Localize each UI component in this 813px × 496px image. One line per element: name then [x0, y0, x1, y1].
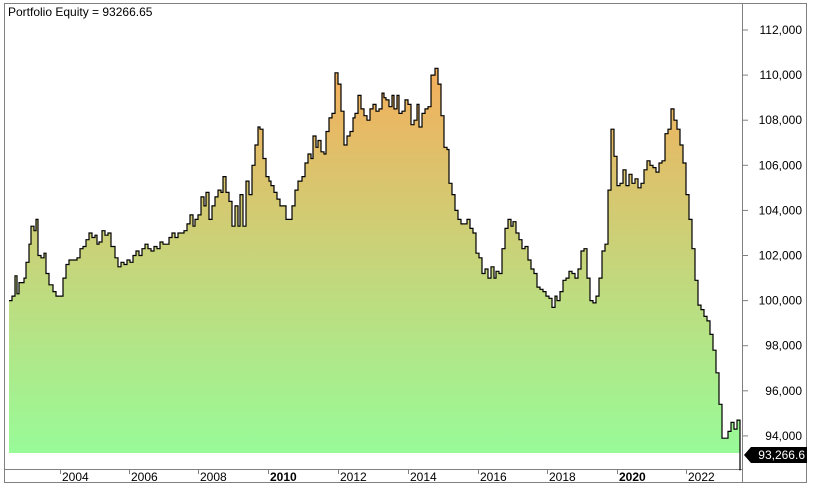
y-tick-label: 104,000 [759, 203, 803, 217]
x-tick-label: 2016 [480, 470, 507, 484]
x-tick-label: 2014 [410, 470, 437, 484]
chart-frame [4, 3, 807, 483]
y-tick-label: 94,000 [765, 429, 802, 443]
y-tick-label: 102,000 [759, 249, 803, 263]
x-tick-label: 2010 [270, 470, 297, 484]
equity-fill [9, 68, 740, 454]
x-tick-label: 2020 [619, 470, 646, 484]
x-tick-label: 2012 [340, 470, 367, 484]
equity-line [9, 67, 741, 471]
last-value-label: 93,266.6 [758, 448, 805, 462]
chart-title: Portfolio Equity = 93266.65 [8, 5, 153, 19]
y-tick-label: 112,000 [760, 23, 803, 37]
x-tick-label: 2004 [62, 470, 89, 484]
y-tick-label: 106,000 [759, 158, 803, 172]
x-tick-label: 2018 [549, 470, 576, 484]
x-tick-label: 2006 [131, 470, 158, 484]
y-tick-label: 110,000 [760, 68, 803, 82]
y-axis-ticks: 94,000 96,000 98,000 100,000 102,000 104,000 1… [743, 23, 802, 443]
y-tick-label: 108,000 [759, 113, 803, 127]
equity-area [9, 67, 741, 471]
x-axis-ticks: 2004 2006 2008 2010 2012 2014 2016 2018 2020 2022 [60, 470, 715, 484]
y-tick-label: 98,000 [765, 339, 802, 353]
y-tick-label: 96,000 [765, 384, 802, 398]
x-tick-label: 2022 [688, 470, 715, 484]
last-value-marker: 93,266.6 [744, 447, 807, 463]
y-tick-label: 100,000 [759, 294, 803, 308]
x-tick-label: 2008 [200, 470, 227, 484]
